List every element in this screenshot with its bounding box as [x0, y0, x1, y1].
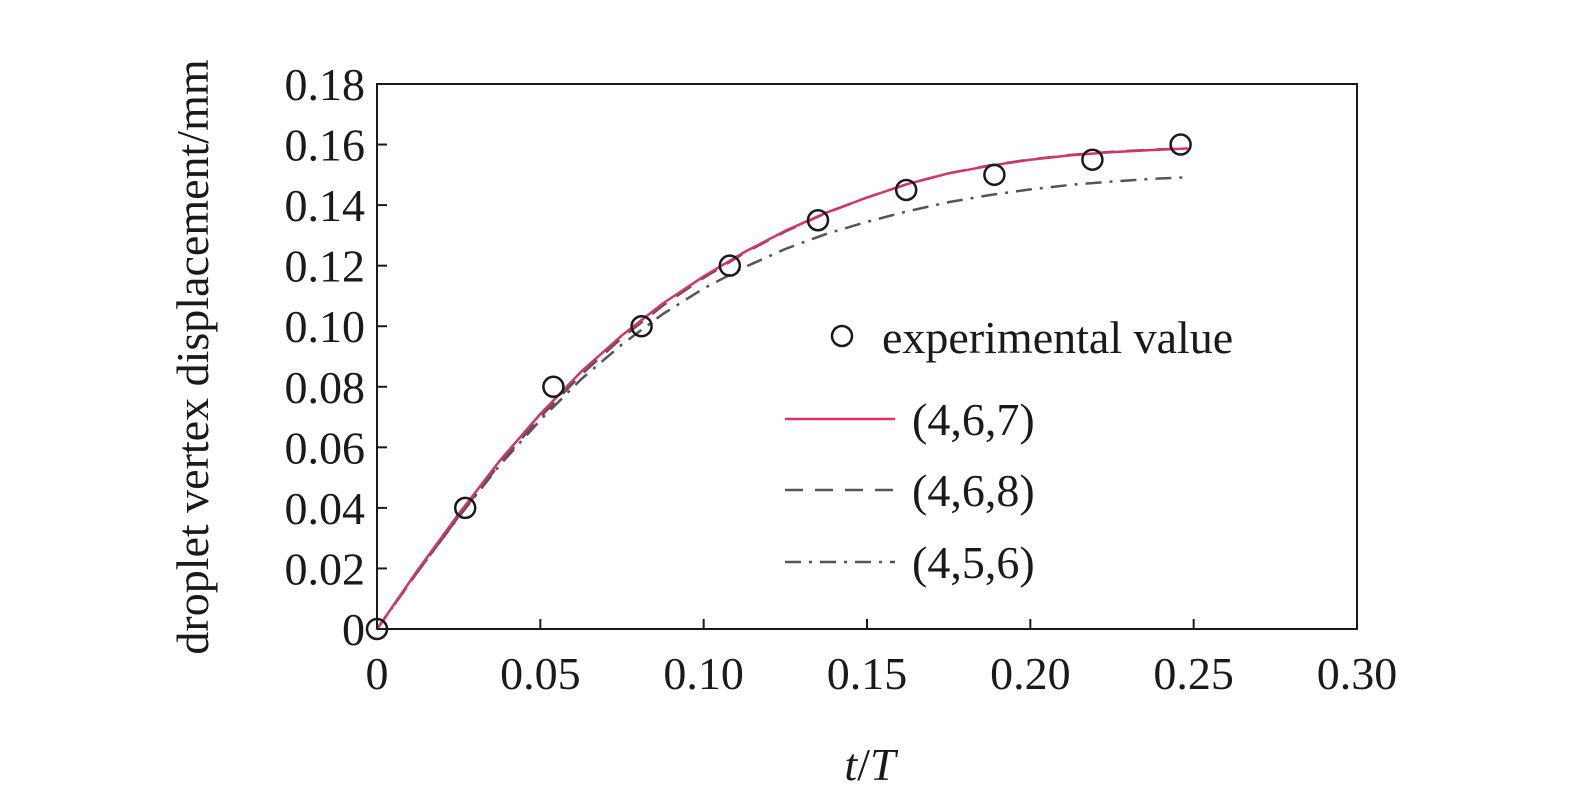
experimental-point	[453, 496, 477, 520]
x-tick-label: 0.10	[663, 648, 744, 699]
experimental-point	[1081, 148, 1104, 171]
legend-label: experimental value	[882, 312, 1233, 363]
experimental-point	[542, 375, 565, 399]
x-tick-label: 0.20	[990, 648, 1071, 699]
experimental-point	[806, 209, 830, 232]
legend: experimental value (4,6,7) (4,6,8) (4,5,6)	[785, 312, 1233, 588]
experimental-point	[630, 314, 653, 338]
y-tick-label: 0.16	[285, 120, 366, 171]
y-tick-label: 0.02	[285, 543, 366, 594]
y-axis-title: droplet vertex displacement/mm	[167, 59, 218, 654]
x-axis-title-sep: /	[857, 739, 870, 790]
y-tick-label: 0.08	[285, 362, 366, 413]
x-tick-label: 0.15	[827, 648, 908, 699]
experimental-point	[894, 178, 918, 202]
x-tick-label: 0.30	[1317, 648, 1398, 699]
series-line-solid	[375, 147, 1189, 631]
series-layer	[375, 146, 1189, 631]
experimental-point	[1169, 133, 1192, 156]
y-tick-label: 0.12	[285, 241, 366, 292]
legend-label: (4,6,7)	[912, 394, 1035, 445]
series-line-dashed	[375, 146, 1188, 630]
x-axis-title-var2: T	[870, 739, 899, 790]
marker-layer	[365, 133, 1192, 641]
x-tick-label: 0	[366, 648, 389, 699]
x-tick-label: 0.25	[1153, 648, 1234, 699]
legend-label: (4,5,6)	[912, 537, 1035, 588]
y-tick-label: 0.14	[285, 180, 366, 231]
x-tick-label: 0.05	[500, 648, 581, 699]
legend-marker-experimental	[830, 324, 854, 348]
x-axis-title: t/T	[844, 739, 899, 790]
y-tick-label: 0.04	[285, 483, 366, 534]
x-axis-title-var1: t	[844, 739, 858, 790]
experimental-point	[983, 163, 1006, 187]
experimental-point	[718, 254, 742, 277]
y-tick-label: 0.06	[285, 422, 366, 473]
tick-layer: 0 0.05 0.10 0.15 0.20 0.25 0.30 0 0.02 0.04 0.06 0.…	[285, 59, 1398, 699]
y-tick-label: 0.18	[285, 59, 366, 110]
series-line-dashdot	[375, 176, 1188, 630]
y-tick-label: 0.10	[285, 301, 366, 352]
y-tick-label: 0	[342, 604, 365, 655]
legend-label: (4,6,8)	[912, 465, 1035, 516]
